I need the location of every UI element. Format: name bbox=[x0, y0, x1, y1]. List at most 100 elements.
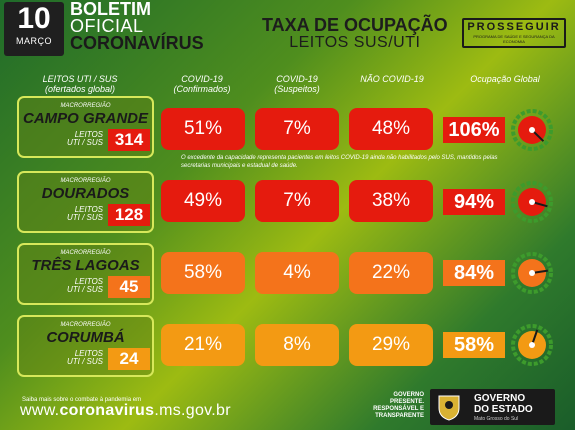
slogan-line1: GOVERNO bbox=[393, 392, 424, 398]
date-badge: 10 MARÇO bbox=[4, 2, 64, 56]
col-header-leitos-line1: LEITOS UTI / SUS bbox=[42, 74, 118, 84]
region-leitos-count: 45 bbox=[108, 276, 150, 298]
global-occupancy-value: 84% bbox=[443, 260, 505, 286]
leitos-label-line2: UTI / SUS bbox=[66, 285, 103, 294]
date-day: 10 bbox=[17, 2, 51, 35]
footer-caption: Saiba mais sobre o combate à pandemia em bbox=[22, 397, 142, 403]
bulletin-line-2: OFICIAL bbox=[70, 16, 144, 36]
col-header-global-label: Ocupação Global bbox=[470, 74, 540, 84]
page-title: TAXA DE OCUPAÇÃO LEITOS SUS/UTI bbox=[262, 15, 448, 51]
non-covid-value-text: 22% bbox=[371, 262, 411, 283]
leitos-label-line1: LEITOS bbox=[74, 130, 103, 139]
region-macro-label: MACRORREGIÃO bbox=[60, 103, 111, 109]
global-occupancy-value: 106% bbox=[443, 117, 505, 143]
col-header-global: Ocupação Global bbox=[455, 74, 555, 84]
bulletin-line-3: CORONAVÍRUS bbox=[70, 33, 204, 53]
region-name: DOURADOS bbox=[41, 185, 130, 202]
url-domain: coronavirus bbox=[59, 402, 155, 419]
state-emblem-icon bbox=[438, 395, 460, 421]
region-leitos-count: 314 bbox=[108, 129, 150, 151]
gauge-icon bbox=[511, 252, 553, 294]
col-header-leitos: LEITOS UTI / SUS (ofertados global) bbox=[20, 74, 140, 94]
region-leitos-count: 128 bbox=[108, 204, 150, 226]
region-leitos-label: LEITOS UTI / SUS bbox=[59, 206, 103, 222]
region-leitos-label: LEITOS UTI / SUS bbox=[59, 131, 103, 147]
title-line-2: LEITOS SUS/UTI bbox=[289, 34, 421, 51]
program-name: PROSSEGUIR bbox=[467, 21, 561, 33]
confirmed-value-text: 49% bbox=[183, 190, 223, 211]
col-header-suspected: COVID-19 (Suspeitos) bbox=[255, 74, 339, 94]
confirmed-value-text: 58% bbox=[183, 262, 223, 283]
col-header-confirmed-line1: COVID-19 bbox=[181, 74, 223, 84]
region-macro-label: MACRORREGIÃO bbox=[60, 322, 111, 328]
leitos-label-line1: LEITOS bbox=[74, 205, 103, 214]
non-covid-value-text: 48% bbox=[371, 118, 411, 139]
gov-line2: DO ESTADO bbox=[474, 404, 533, 415]
suspected-value-text: 8% bbox=[283, 334, 311, 355]
suspected-value-text: 7% bbox=[283, 190, 311, 211]
bulletin-line-1: BOLETIM bbox=[70, 0, 151, 19]
region-name: TRÊS LAGOAS bbox=[31, 257, 140, 274]
region-name: CORUMBÁ bbox=[46, 329, 125, 346]
suspected-value: 7% bbox=[255, 180, 339, 222]
gauge-icon bbox=[511, 109, 553, 151]
gov-line1: GOVERNO bbox=[474, 393, 526, 404]
gauge-icon bbox=[511, 324, 553, 366]
slogan-line3: RESPONSÁVEL E bbox=[373, 406, 424, 412]
government-logo: GOVERNO DO ESTADO Mato Grosso do Sul bbox=[430, 389, 555, 425]
region-card-corumba: MACRORREGIÃO CORUMBÁ LEITOS UTI / SUS 24 bbox=[17, 315, 154, 377]
suspected-value-text: 7% bbox=[283, 118, 311, 139]
non-covid-value: 22% bbox=[349, 252, 433, 294]
region-card-tres-lagoas: MACRORREGIÃO TRÊS LAGOAS LEITOS UTI / SU… bbox=[17, 243, 154, 305]
header: 10 MARÇO BOLETIM OFICIAL CORONAVÍRUS TAX… bbox=[0, 0, 575, 58]
leitos-label-line2: UTI / SUS bbox=[66, 357, 103, 366]
slogan-line4: TRANSPARENTE bbox=[375, 413, 424, 419]
region-macro-label: MACRORREGIÃO bbox=[60, 250, 111, 256]
region-leitos-count: 24 bbox=[108, 348, 150, 370]
confirmed-value: 51% bbox=[161, 108, 245, 150]
region-card-dourados: MACRORREGIÃO DOURADOS LEITOS UTI / SUS 1… bbox=[17, 171, 154, 233]
global-occupancy-value: 94% bbox=[443, 189, 505, 215]
non-covid-value-text: 38% bbox=[371, 190, 411, 211]
suspected-value: 4% bbox=[255, 252, 339, 294]
region-macro-label: MACRORREGIÃO bbox=[60, 178, 111, 184]
program-subtitle: PROGRAMA DE SAÚDE E SEGURANÇA DA ECONOMI… bbox=[473, 34, 555, 44]
gov-state: Mato Grosso do Sul bbox=[474, 416, 519, 422]
footer-website-link[interactable]: www.coronavirus.ms.gov.br bbox=[20, 402, 231, 420]
prosseguir-logo: PROSSEGUIR PROGRAMA DE SAÚDE E SEGURANÇA… bbox=[462, 18, 566, 48]
suspected-value: 7% bbox=[255, 108, 339, 150]
col-header-non-covid: NÃO COVID-19 bbox=[350, 74, 434, 84]
title-line-1: TAXA DE OCUPAÇÃO bbox=[262, 15, 448, 35]
global-occupancy-value: 58% bbox=[443, 332, 505, 358]
col-header-suspected-line2: (Suspeitos) bbox=[274, 84, 320, 94]
capacity-note: O excedente da capacidade representa pac… bbox=[181, 155, 498, 169]
confirmed-value: 58% bbox=[161, 252, 245, 294]
region-card-campo-grande: MACRORREGIÃO CAMPO GRANDE LEITOS UTI / S… bbox=[17, 96, 154, 158]
region-name: CAMPO GRANDE bbox=[22, 110, 148, 127]
leitos-label-line2: UTI / SUS bbox=[66, 138, 103, 147]
confirmed-value-text: 21% bbox=[183, 334, 223, 355]
confirmed-value-text: 51% bbox=[183, 118, 223, 139]
suspected-value-text: 4% bbox=[283, 262, 311, 283]
non-covid-value-text: 29% bbox=[371, 334, 411, 355]
region-leitos-label: LEITOS UTI / SUS bbox=[59, 278, 103, 294]
gov-name: GOVERNO DO ESTADO bbox=[474, 393, 533, 415]
leitos-label-line1: LEITOS bbox=[74, 277, 103, 286]
url-prefix: www. bbox=[20, 402, 60, 419]
non-covid-value: 38% bbox=[349, 180, 433, 222]
col-header-non-covid-label: NÃO COVID-19 bbox=[360, 74, 424, 84]
url-suffix: .ms.gov.br bbox=[154, 402, 231, 419]
confirmed-value: 49% bbox=[161, 180, 245, 222]
gauge-icon bbox=[511, 181, 553, 223]
col-header-suspected-line1: COVID-19 bbox=[276, 74, 318, 84]
non-covid-value: 48% bbox=[349, 108, 433, 150]
leitos-label-line1: LEITOS bbox=[74, 349, 103, 358]
region-leitos-label: LEITOS UTI / SUS bbox=[59, 350, 103, 366]
slogan-line2: PRESENTE. bbox=[389, 399, 424, 405]
col-header-confirmed: COVID-19 (Confirmados) bbox=[160, 74, 244, 94]
suspected-value: 8% bbox=[255, 324, 339, 366]
date-month: MARÇO bbox=[16, 36, 52, 46]
leitos-label-line2: UTI / SUS bbox=[66, 213, 103, 222]
col-header-leitos-line2: (ofertados global) bbox=[44, 84, 116, 94]
confirmed-value: 21% bbox=[161, 324, 245, 366]
